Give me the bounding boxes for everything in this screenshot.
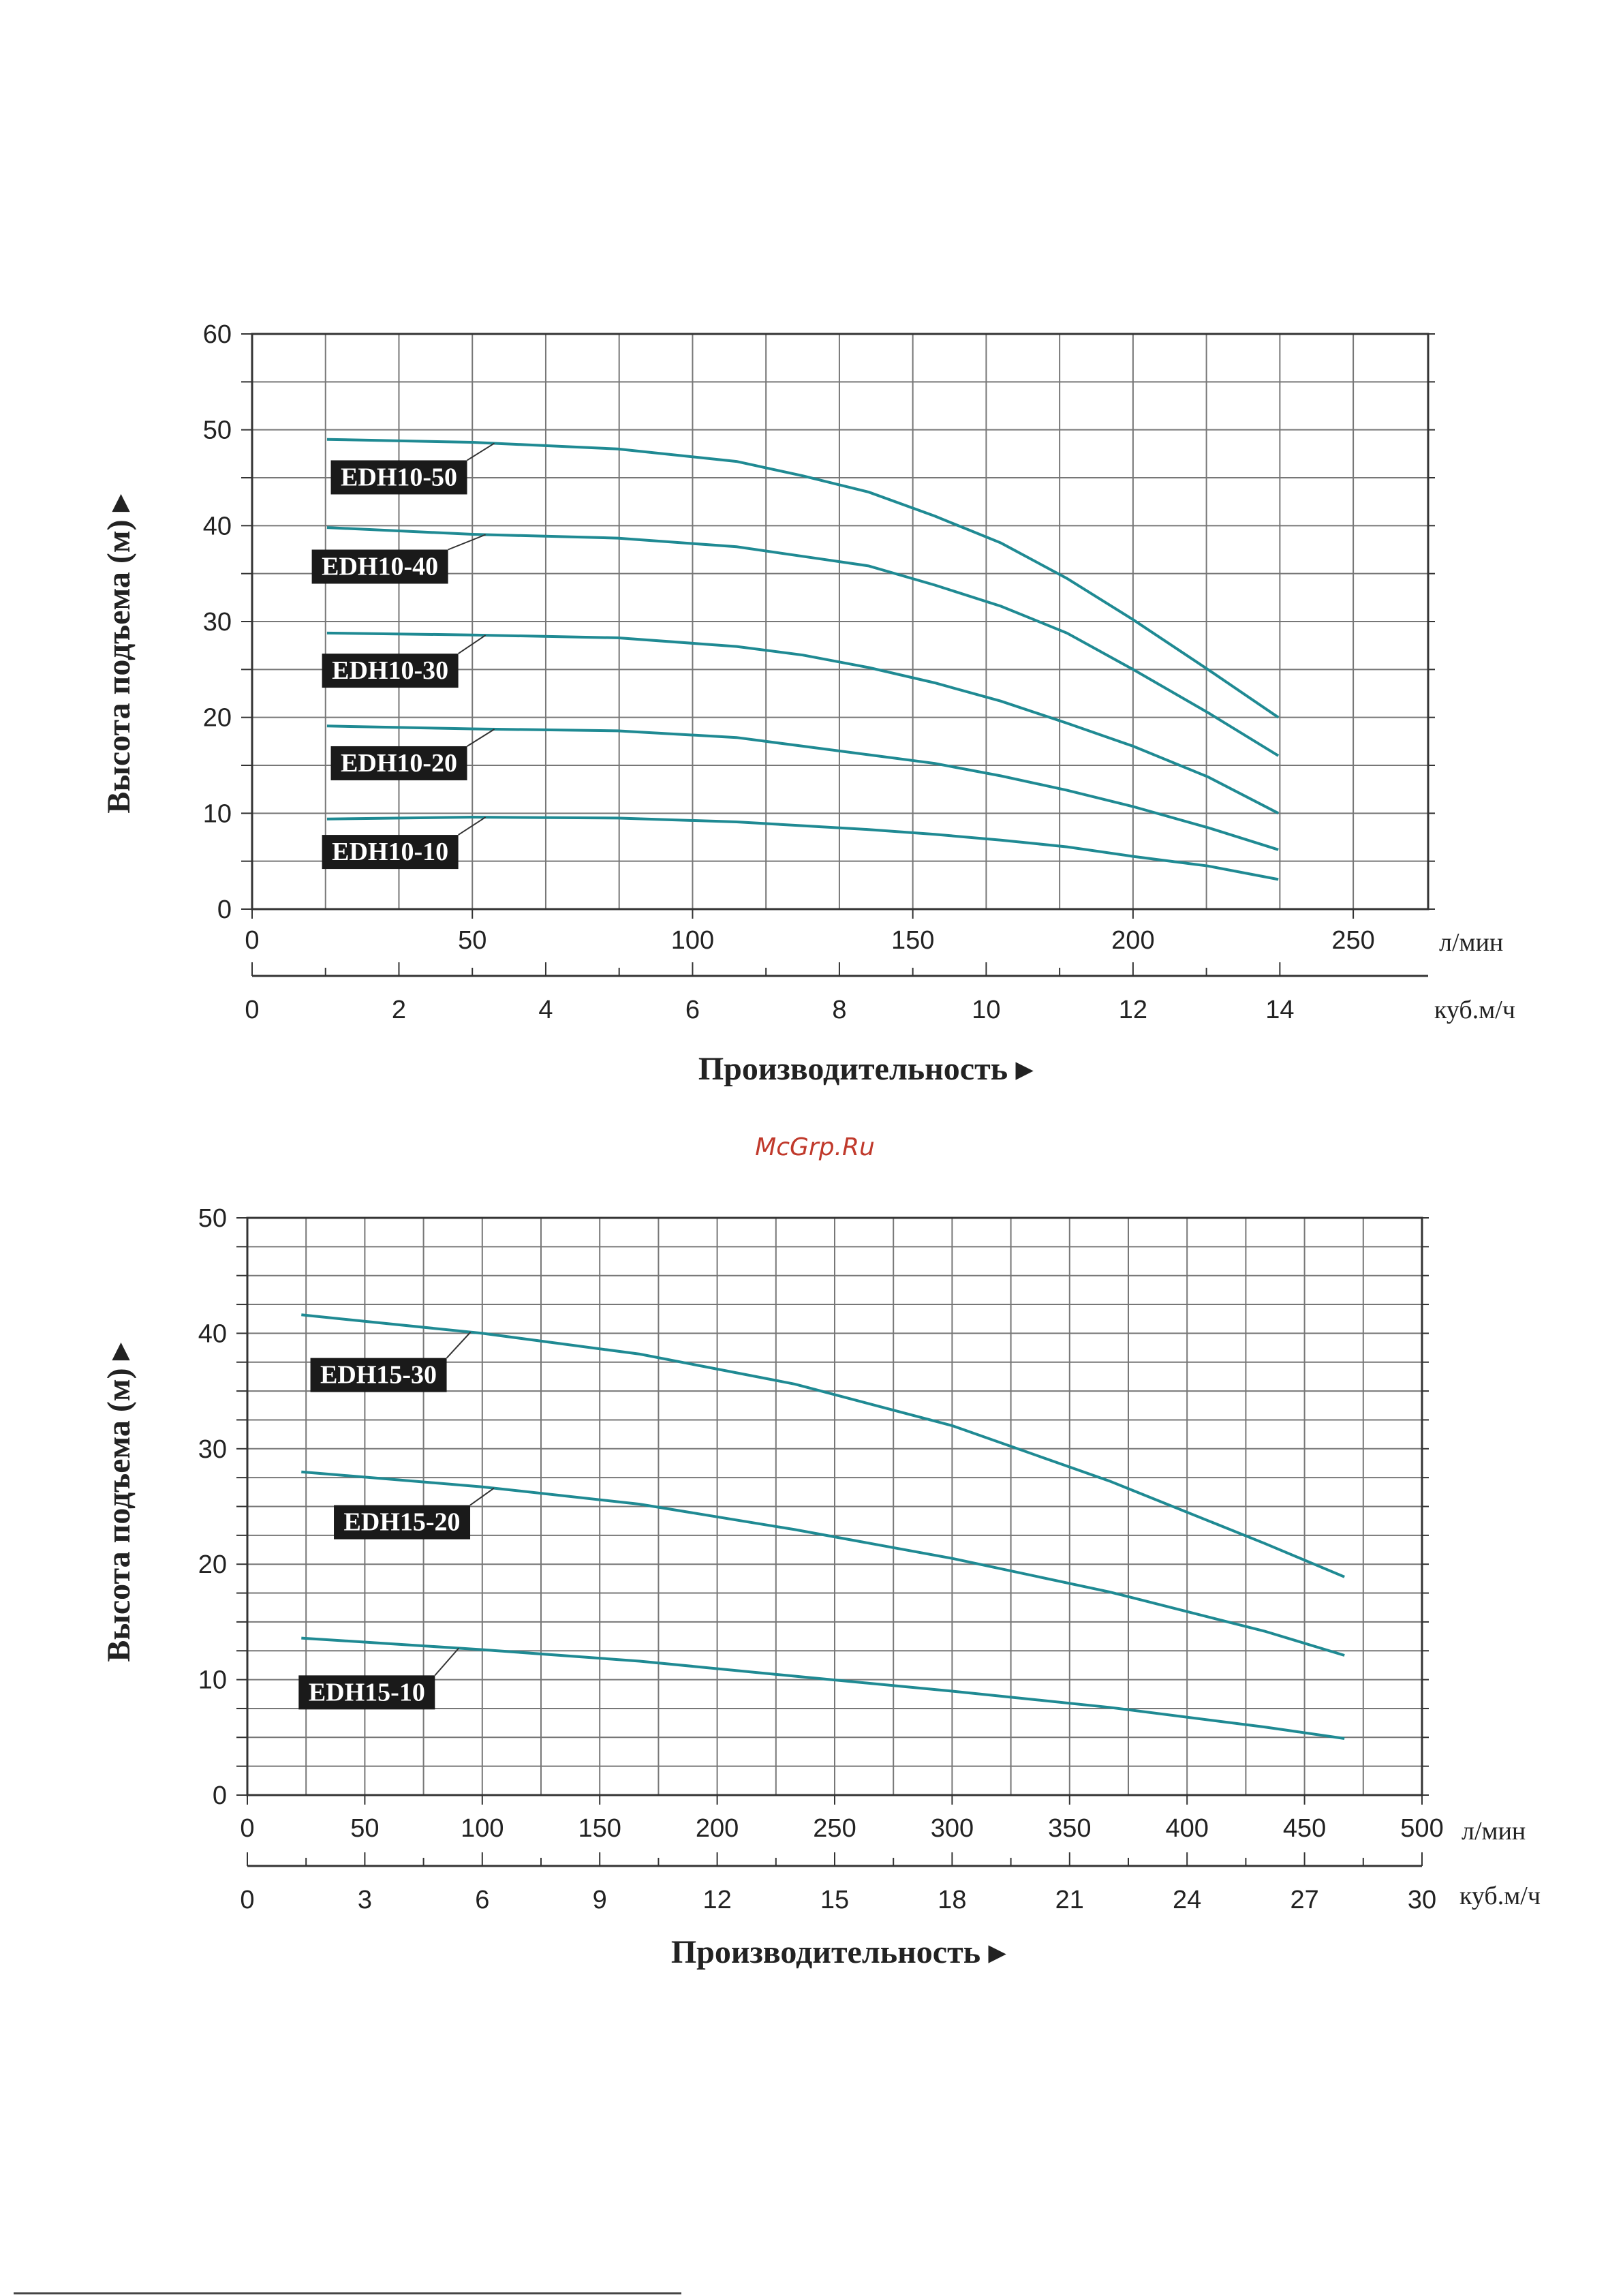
y-tick-label: 30 — [203, 608, 232, 637]
y-tick-label: 40 — [203, 512, 232, 540]
x-tick-label: 50 — [458, 926, 486, 955]
y-tick-label: 40 — [198, 1319, 227, 1348]
series-badge — [334, 1505, 471, 1540]
y-tick-label: 30 — [198, 1435, 227, 1464]
series-badge — [322, 835, 459, 870]
series-line-edh10-20 — [326, 724, 1279, 851]
x-tick-label: 100 — [671, 926, 714, 955]
x-tick-label: 0 — [245, 926, 259, 955]
x2-tick-label: 12 — [1119, 996, 1147, 1024]
y-tick-label: 20 — [203, 704, 232, 733]
x-unit-primary: л/мин — [1439, 928, 1503, 957]
series-label: EDH15-30 — [320, 1361, 437, 1390]
x-tick-label: 0 — [240, 1814, 254, 1843]
x2-tick-label: 9 — [593, 1886, 607, 1914]
watermark: McGrp.Ru — [755, 1133, 875, 1161]
x-axis-title: Производительность ▸ — [671, 1934, 1006, 1970]
series-badge — [310, 1358, 447, 1392]
series-line-edh10-30 — [326, 631, 1280, 815]
y-tick-label: 10 — [198, 1666, 227, 1695]
y-tick-label: 60 — [203, 320, 232, 349]
x2-tick-label: 10 — [972, 996, 1000, 1024]
series-label: EDH10-50 — [341, 463, 457, 491]
x2-tick-label: 4 — [538, 996, 553, 1024]
y-tick-label: 50 — [198, 1204, 227, 1233]
x2-tick-label: 6 — [685, 996, 700, 1024]
series-leader-line — [458, 634, 486, 654]
x-tick-label: 150 — [578, 1814, 621, 1843]
x2-tick-label: 0 — [240, 1886, 254, 1914]
x2-tick-label: 21 — [1055, 1886, 1084, 1914]
series-leader-line — [448, 534, 486, 551]
y-tick-label: 0 — [217, 896, 232, 924]
x-tick-label: 500 — [1400, 1814, 1443, 1843]
chart-edh10: 0 10 20 30 40 50 60 0 50 100 150 200 250 0 2 4 6 8 10 12 14 л… — [101, 320, 1515, 1087]
series-line-edh15-30 — [301, 1313, 1345, 1578]
series-line-edh10-50 — [326, 438, 1280, 719]
y-tick-label: 50 — [203, 416, 232, 445]
x-tick-label: 350 — [1048, 1814, 1091, 1843]
x2-tick-label: 12 — [702, 1886, 731, 1914]
x-tick-label: 400 — [1165, 1814, 1208, 1843]
x-unit-secondary: куб.м/ч — [1434, 996, 1515, 1024]
series-line-edh10-40 — [326, 526, 1280, 757]
x-tick-label: 250 — [813, 1814, 856, 1843]
series-leader-line — [434, 1647, 460, 1677]
series-label: EDH10-20 — [341, 749, 457, 778]
x2-tick-label: 0 — [245, 996, 259, 1024]
y-tick-label: 0 — [213, 1781, 227, 1810]
series-line-edh15-20 — [301, 1470, 1345, 1657]
x-tick-label: 250 — [1331, 926, 1374, 955]
series-leader-line — [467, 442, 495, 461]
x2-tick-label: 27 — [1290, 1886, 1318, 1914]
series-label: EDH15-20 — [344, 1508, 461, 1537]
y-tick-label: 10 — [203, 799, 232, 828]
series-badge — [322, 654, 459, 688]
x-unit-secondary: куб.м/ч — [1459, 1882, 1541, 1910]
series-label: EDH10-10 — [332, 838, 448, 866]
series-line-edh10-10 — [326, 815, 1279, 881]
x2-tick-label: 14 — [1265, 996, 1294, 1024]
x2-tick-label: 2 — [392, 996, 406, 1024]
x2-tick-label: 24 — [1173, 1886, 1201, 1914]
x-unit-primary: л/мин — [1462, 1817, 1526, 1846]
series-badge — [311, 549, 448, 584]
series-leader-line — [467, 729, 495, 747]
y-axis-title: Высота подъема (м) ▸ — [101, 1342, 137, 1662]
series-leader-line — [458, 816, 486, 836]
x-tick-label: 200 — [1111, 926, 1154, 955]
x2-tick-label: 8 — [832, 996, 846, 1024]
x2-tick-label: 18 — [938, 1886, 966, 1914]
x-axis-title: Производительность ▸ — [698, 1051, 1034, 1087]
series-label: EDH10-30 — [332, 656, 448, 685]
series-label: EDH15-10 — [309, 1678, 425, 1706]
x2-tick-label: 15 — [820, 1886, 849, 1914]
series-line-edh15-10 — [301, 1636, 1345, 1740]
x-tick-label: 50 — [350, 1814, 379, 1843]
x-tick-label: 150 — [891, 926, 934, 955]
x2-tick-label: 30 — [1408, 1886, 1436, 1914]
x-tick-label: 100 — [461, 1814, 504, 1843]
x2-tick-label: 6 — [475, 1886, 489, 1914]
x2-tick-label: 3 — [358, 1886, 372, 1914]
x-tick-label: 300 — [931, 1814, 974, 1843]
y-axis-title: Высота подъема (м) ▸ — [101, 493, 137, 813]
y-tick-label: 20 — [198, 1550, 227, 1579]
series-leader-line — [446, 1331, 472, 1359]
series-badge — [298, 1675, 435, 1710]
x-tick-label: 450 — [1283, 1814, 1326, 1843]
series-badge — [330, 746, 467, 780]
series-leader-line — [469, 1487, 495, 1506]
x-tick-label: 200 — [696, 1814, 739, 1843]
series-badge — [330, 460, 467, 495]
series-label: EDH10-40 — [322, 553, 438, 581]
